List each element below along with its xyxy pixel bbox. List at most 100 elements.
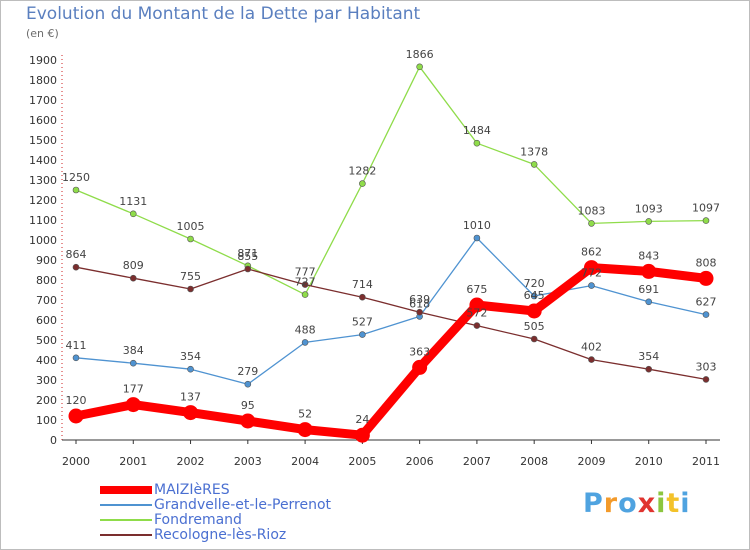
y-tick-label: 900 [36,254,57,267]
y-tick-label: 200 [36,394,57,407]
data-label-maizieres: 645 [524,289,545,302]
data-point-maizieres [297,422,313,438]
y-tick-label: 400 [36,354,57,367]
data-point-grandvelle-et-le-perrenot [301,339,309,346]
data-label-recologne-les-rioz: 855 [237,250,258,263]
legend-label-recologne: Recologne-lès-Rioz [154,527,287,543]
data-point-grandvelle-et-le-perrenot [359,331,366,338]
y-tick-label: 700 [36,294,57,307]
data-label-fondremand: 1866 [406,48,434,61]
data-point-fondremand [645,218,653,225]
data-label-maizieres: 808 [696,256,717,269]
x-tick-label: 2004 [291,455,319,468]
data-point-recologne-les-rioz [72,263,80,271]
data-label-maizieres: 120 [66,394,87,407]
y-tick-label: 1500 [29,134,57,147]
logo-letter: o [618,488,638,519]
x-tick-label: 2002 [177,455,205,468]
data-label-recologne-les-rioz: 755 [180,270,201,283]
data-label-maizieres: 24 [355,413,369,426]
y-tick-label: 1300 [29,174,57,187]
logo-letter: i [656,488,667,519]
data-label-fondremand: 1083 [577,204,605,217]
data-point-fondremand [473,139,481,147]
data-point-fondremand [588,220,595,227]
legend-label-maizieres: MAIZIèRES [154,482,230,498]
data-point-grandvelle-et-le-perrenot [244,380,252,388]
data-label-grandvelle-et-le-perrenot: 1010 [463,219,491,232]
y-tick-label: 800 [36,274,57,287]
data-label-recologne-les-rioz: 402 [581,341,602,354]
data-point-grandvelle-et-le-perrenot [129,359,137,367]
y-tick-label: 100 [36,414,57,427]
series-line-fondremand [75,66,707,296]
data-label-maizieres: 862 [581,246,602,259]
data-point-fondremand [416,63,423,71]
y-tick-label: 1800 [29,74,57,87]
logo-letter: t [666,488,681,519]
data-label-maizieres: 363 [409,345,430,358]
logo-letter: r [603,488,619,519]
data-point-recologne-les-rioz [530,335,538,343]
data-label-recologne-les-rioz: 864 [66,248,87,261]
x-tick-label: 2001 [119,455,147,468]
data-point-maizieres [354,427,370,443]
data-point-maizieres [526,303,542,319]
x-tick-label: 2009 [577,455,605,468]
data-point-recologne-les-rioz [416,308,423,316]
data-label-fondremand: 727 [295,276,316,289]
data-point-recologne-les-rioz [588,356,595,363]
data-point-maizieres [641,263,657,279]
y-tick-label: 1900 [29,54,57,67]
y-tick-label: 1000 [29,234,57,247]
data-label-grandvelle-et-le-perrenot: 618 [409,297,430,310]
proxiti-logo: Proxiti [583,488,691,519]
data-point-maizieres [469,297,485,313]
data-point-recologne-les-rioz [244,265,252,273]
legend-swatch-maizieres [100,486,152,494]
legend-label-grandvelle: Grandvelle-et-le-Perrenot [154,497,332,513]
data-label-grandvelle-et-le-perrenot: 720 [524,277,545,290]
y-tick-label: 300 [36,374,57,387]
chart-title: Evolution du Montant de la Dette par Hab… [26,4,421,24]
data-label-grandvelle-et-le-perrenot: 384 [123,344,144,357]
series-line-grandvelle-et-le-perrenot [75,237,707,385]
data-point-fondremand [187,235,194,243]
data-label-fondremand: 1005 [177,220,205,233]
data-point-recologne-les-rioz [359,293,366,301]
data-label-fondremand: 871 [237,247,258,260]
data-label-recologne-les-rioz: 777 [295,266,316,279]
legend-swatch-recologne [100,534,152,536]
data-point-maizieres [412,359,428,375]
x-tick-label: 2006 [406,455,434,468]
series-line-recologne-les-rioz [75,266,707,381]
data-point-recologne-les-rioz [187,285,194,293]
logo-letter: i [680,488,691,519]
y-tick-label: 0 [50,434,57,447]
data-label-fondremand: 1282 [348,165,376,178]
y-tick-label: 1600 [29,114,57,127]
data-label-recologne-les-rioz: 505 [524,320,545,333]
data-label-grandvelle-et-le-perrenot: 772 [581,267,602,280]
data-point-maizieres [240,413,256,429]
axes: 0 100 200 300 400 500 600 700 800 900 1000 1100 1200… [29,52,720,468]
x-tick-label: 2007 [463,455,491,468]
data-label-recologne-les-rioz: 714 [352,278,373,291]
series-lines [68,63,714,443]
data-point-grandvelle-et-le-perrenot [187,365,194,373]
data-point-grandvelle-et-le-perrenot [645,298,653,306]
data-label-fondremand: 1484 [463,124,491,137]
data-point-maizieres [68,408,84,424]
data-label-fondremand: 1250 [62,171,90,184]
data-point-maizieres [125,397,141,413]
x-tick-label: 2011 [692,455,720,468]
y-tick-label: 600 [36,314,57,327]
y-tick-label: 1100 [29,214,57,227]
data-point-maizieres [583,260,599,276]
x-tick-label: 2010 [635,455,663,468]
y-tick-label: 1400 [29,154,57,167]
unit-label: (en €) [26,27,59,40]
x-tick-label: 2008 [520,455,548,468]
data-label-fondremand: 1378 [520,145,548,158]
data-label-maizieres: 843 [638,249,659,262]
